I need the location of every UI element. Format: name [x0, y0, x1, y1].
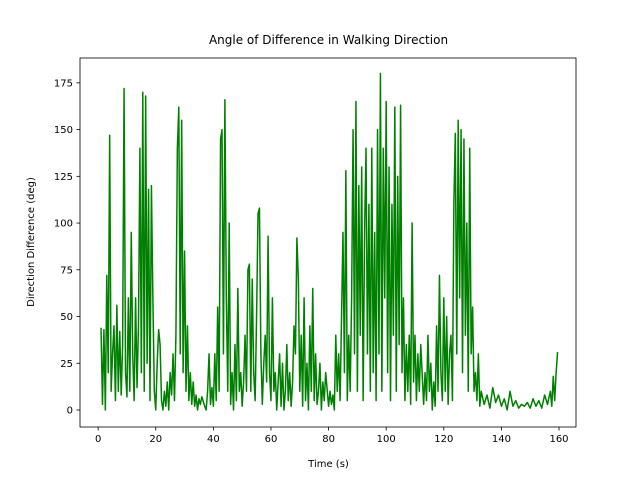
- x-tick-label: 0: [95, 434, 101, 445]
- x-tick-label: 20: [149, 434, 162, 445]
- y-tick-label: 50: [60, 312, 73, 323]
- y-tick-label: 150: [54, 125, 73, 136]
- x-tick-label: 120: [434, 434, 453, 445]
- axes-frame: [79, 57, 577, 428]
- x-tick-label: 160: [549, 434, 568, 445]
- x-tick-label: 140: [492, 434, 511, 445]
- x-tick-label: 60: [265, 434, 278, 445]
- x-axis-label: Time (s): [307, 459, 349, 470]
- y-tick-label: 25: [60, 359, 73, 370]
- y-tick-label: 125: [54, 172, 73, 183]
- y-axis-label: Direction Difference (deg): [26, 177, 37, 307]
- x-tick-label: 100: [377, 434, 396, 445]
- x-tick-label: 80: [322, 434, 335, 445]
- y-tick-label: 100: [54, 219, 73, 230]
- y-tick-label: 75: [60, 265, 73, 276]
- x-tick-label: 40: [207, 434, 220, 445]
- chart-title: Angle of Difference in Walking Direction: [209, 33, 448, 47]
- y-tick-label: 175: [54, 78, 73, 89]
- data-line: [100, 72, 559, 411]
- y-tick-label: 0: [67, 405, 73, 416]
